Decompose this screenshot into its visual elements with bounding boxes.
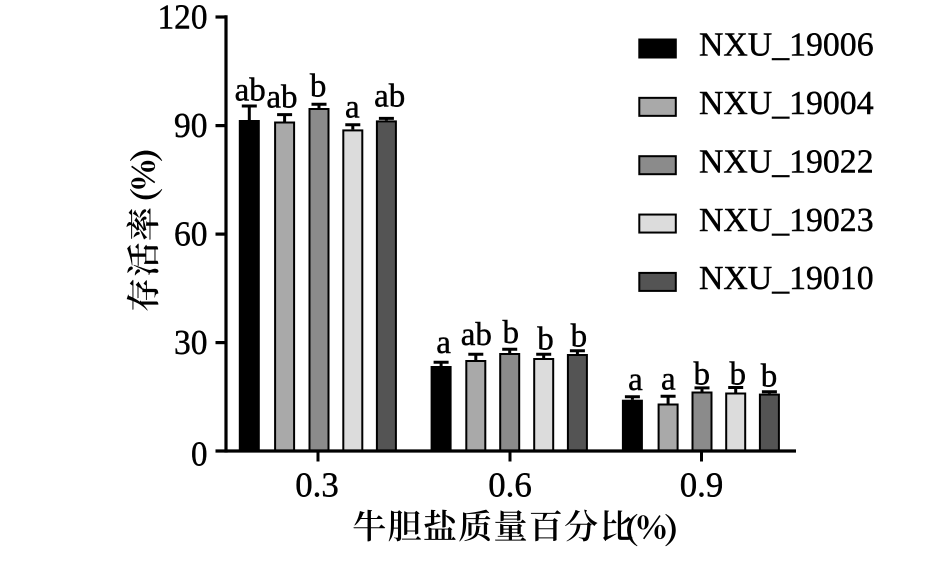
svg-text:NXU_19004: NXU_19004 [699, 85, 874, 122]
svg-text:b: b [537, 321, 554, 357]
svg-text:b: b [694, 357, 711, 393]
svg-text:a: a [628, 362, 643, 398]
svg-text:NXU_19023: NXU_19023 [699, 202, 874, 239]
svg-text:30: 30 [174, 323, 208, 362]
svg-text:0.3: 0.3 [295, 466, 339, 505]
svg-text:b: b [310, 69, 327, 105]
svg-text:b: b [761, 359, 778, 395]
svg-text:a: a [436, 325, 451, 361]
svg-text:90: 90 [174, 106, 208, 145]
svg-text:b: b [503, 315, 520, 351]
svg-text:60: 60 [174, 215, 208, 254]
svg-text:ab: ab [235, 73, 266, 109]
svg-text:0: 0 [191, 435, 208, 474]
svg-text:NXU_19006: NXU_19006 [699, 27, 874, 64]
svg-text:NXU_19022: NXU_19022 [699, 143, 874, 180]
svg-text:a: a [661, 361, 676, 397]
svg-text:ab: ab [374, 79, 405, 115]
svg-text:b: b [729, 357, 746, 393]
svg-text:NXU_19010: NXU_19010 [699, 260, 874, 297]
svg-text:b: b [571, 319, 588, 355]
svg-text:0.6: 0.6 [488, 466, 532, 505]
svg-text:a: a [345, 90, 360, 126]
svg-text:120: 120 [158, 0, 208, 37]
svg-text:ab: ab [461, 317, 492, 353]
svg-text:ab: ab [266, 80, 297, 116]
svg-text:0.9: 0.9 [680, 466, 724, 505]
